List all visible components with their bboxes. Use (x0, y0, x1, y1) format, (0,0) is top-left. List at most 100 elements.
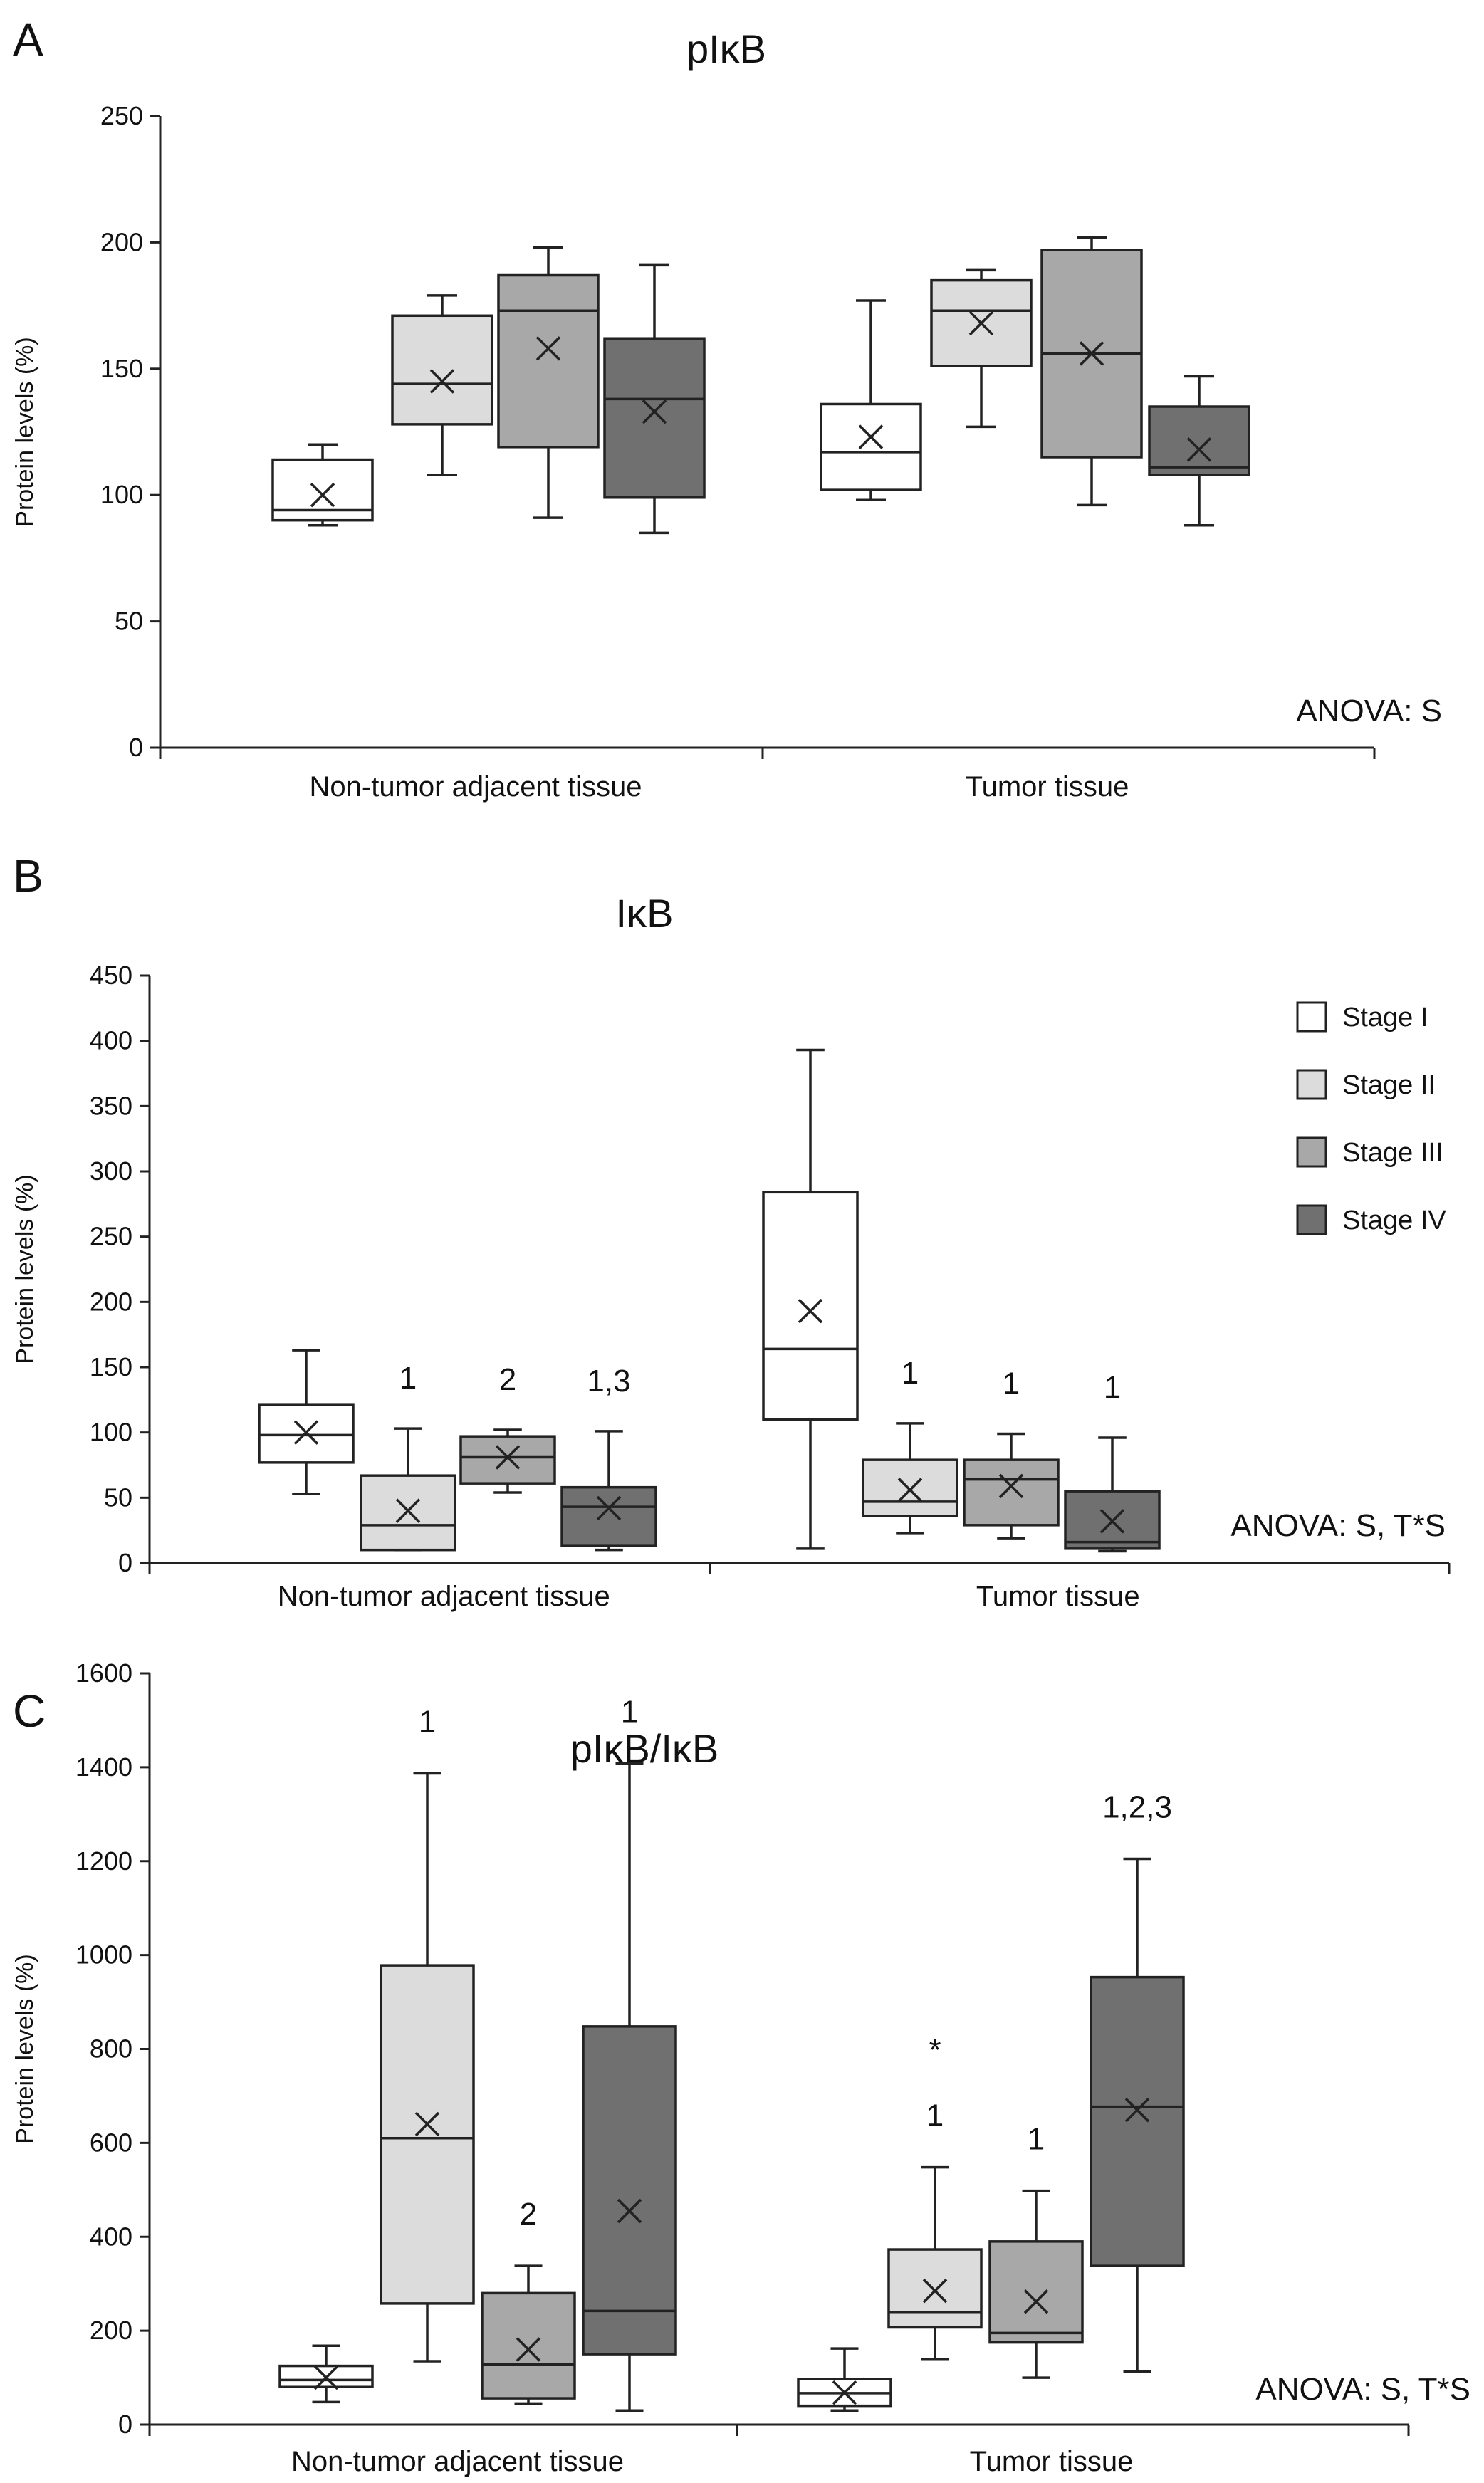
legend-swatch-stage-iii (1296, 1136, 1327, 1168)
y-tick-label: 300 (90, 1156, 132, 1186)
legend-label-stage-iv: Stage IV (1342, 1206, 1446, 1235)
anova-label: ANOVA: S, T*S (1230, 1508, 1446, 1543)
mean-stroke (998, 1473, 1024, 1499)
mean-marker-stage-iv (596, 1495, 622, 1521)
significance-label: 1 (419, 1704, 436, 1739)
y-tick-label: 100 (100, 480, 143, 509)
y-tick-label: 450 (90, 961, 132, 990)
box-stage-ii (391, 314, 493, 426)
box-stage-iv (1090, 1975, 1185, 2267)
mean-marker-stage-iii (1023, 2289, 1049, 2314)
y-tick-label: 200 (90, 2316, 132, 2345)
mean-stroke (429, 369, 455, 394)
y-tick-label: 1200 (75, 1846, 132, 1876)
chart-panel-c: pIκB/IκB 0 200 400 600 800 1000 1200 1400 1600 Pro… (11, 1658, 1470, 2477)
mean-marker-stage-iv (1099, 1509, 1125, 1534)
y-tick-label: 0 (118, 2410, 132, 2439)
mean-marker-stage-i (293, 1420, 319, 1445)
significance-label: 1,3 (587, 1364, 630, 1399)
mean-marker-stage-iii (495, 1445, 521, 1470)
significance-star: * (929, 2033, 941, 2068)
y-tick-label: 50 (115, 607, 143, 636)
x-category-label: Non-tumor adjacent tissue (278, 1581, 610, 1612)
mean-marker-stage-iv (1186, 437, 1212, 462)
mean-stroke (798, 1298, 823, 1324)
mean-marker-stage-ii (968, 310, 994, 336)
mean-stroke (516, 2337, 541, 2362)
mean-stroke (535, 336, 561, 361)
mean-stroke (922, 2278, 948, 2304)
significance-label: 1 (926, 2098, 944, 2133)
y-tick-label: 250 (100, 101, 143, 130)
box-stage-iii (963, 1458, 1060, 1527)
legend-swatch-stage-i (1296, 1001, 1327, 1033)
box-stage-iii (459, 1435, 556, 1485)
mean-stroke (1124, 2097, 1150, 2123)
y-tick-label: 1600 (75, 1658, 132, 1688)
chart-title: pIκB (686, 26, 766, 71)
box-stage-i (762, 1191, 859, 1421)
mean-stroke (1099, 1509, 1125, 1534)
y-axis-label: Protein levels (%) (11, 337, 38, 526)
panel-letter-b: B (13, 850, 43, 901)
mean-marker-stage-ii (429, 369, 455, 394)
anova-label: ANOVA: S (1296, 694, 1442, 728)
y-tick-label: 0 (129, 733, 143, 762)
box-stage-iv (582, 2025, 677, 2356)
mean-stroke (293, 1420, 319, 1445)
mean-marker-stage-i (798, 1298, 823, 1324)
mean-stroke (313, 2365, 339, 2390)
legend-swatch-stage-ii (1296, 1069, 1327, 1100)
mean-marker-stage-iv (1124, 2097, 1150, 2123)
y-tick-label: 0 (118, 1548, 132, 1577)
box-stage-i (820, 402, 922, 491)
mean-stroke (596, 1495, 622, 1521)
box-stage-iv (1148, 405, 1250, 476)
box-stage-iv (603, 337, 706, 499)
panel-letter-a: A (13, 14, 43, 66)
mean-stroke (832, 2380, 857, 2405)
x-category-label: Tumor tissue (976, 1581, 1140, 1612)
chart-panel-a: pIκB 0 50 100 150 200 250 Protein levels (%) Non… (11, 26, 1442, 803)
significance-label: 1 (399, 1361, 417, 1396)
mean-stroke (495, 1445, 521, 1470)
box-stage-iii (481, 2291, 576, 2400)
y-tick-label: 400 (90, 1026, 132, 1055)
significance-label: 2 (520, 2197, 537, 2232)
box-stage-iii (988, 2240, 1084, 2344)
chart-title: pIκB/IκB (570, 1726, 719, 1771)
significance-label: 1 (1104, 1370, 1121, 1405)
mean-marker-stage-i (858, 424, 884, 449)
mean-stroke (642, 399, 667, 424)
y-tick-label: 400 (90, 2222, 132, 2251)
y-tick-label: 1400 (75, 1752, 132, 1782)
mean-marker-stage-i (313, 2365, 339, 2390)
mean-stroke (414, 2111, 440, 2137)
significance-label: 1 (1028, 2122, 1045, 2157)
mean-marker-stage-iii (535, 336, 561, 361)
y-tick-label: 200 (90, 1287, 132, 1316)
chart-title: IκB (616, 891, 674, 936)
mean-marker-stage-ii (922, 2278, 948, 2304)
legend-label-stage-i: Stage I (1342, 1003, 1428, 1033)
box-stage-iv (560, 1485, 657, 1547)
mean-stroke (1186, 437, 1212, 462)
x-category-label: Tumor tissue (966, 771, 1129, 803)
significance-label: 1 (902, 1356, 919, 1391)
box-stage-ii (862, 1458, 958, 1517)
y-axis-label: Protein levels (%) (11, 1174, 38, 1364)
y-tick-label: 50 (104, 1483, 132, 1512)
y-axis-label: Protein levels (%) (11, 1954, 38, 2143)
mean-marker-stage-iii (998, 1473, 1024, 1499)
y-tick-label: 100 (90, 1418, 132, 1447)
x-category-label: Non-tumor adjacent tissue (310, 771, 642, 803)
mean-marker-stage-i (832, 2380, 857, 2405)
mean-stroke (617, 2198, 642, 2224)
mean-stroke (395, 1498, 421, 1523)
mean-marker-stage-iii (1079, 341, 1104, 366)
anova-label: ANOVA: S, T*S (1255, 2372, 1470, 2407)
legend-label-stage-ii: Stage II (1342, 1070, 1436, 1100)
mean-stroke (858, 424, 884, 449)
mean-marker-stage-iv (642, 399, 667, 424)
